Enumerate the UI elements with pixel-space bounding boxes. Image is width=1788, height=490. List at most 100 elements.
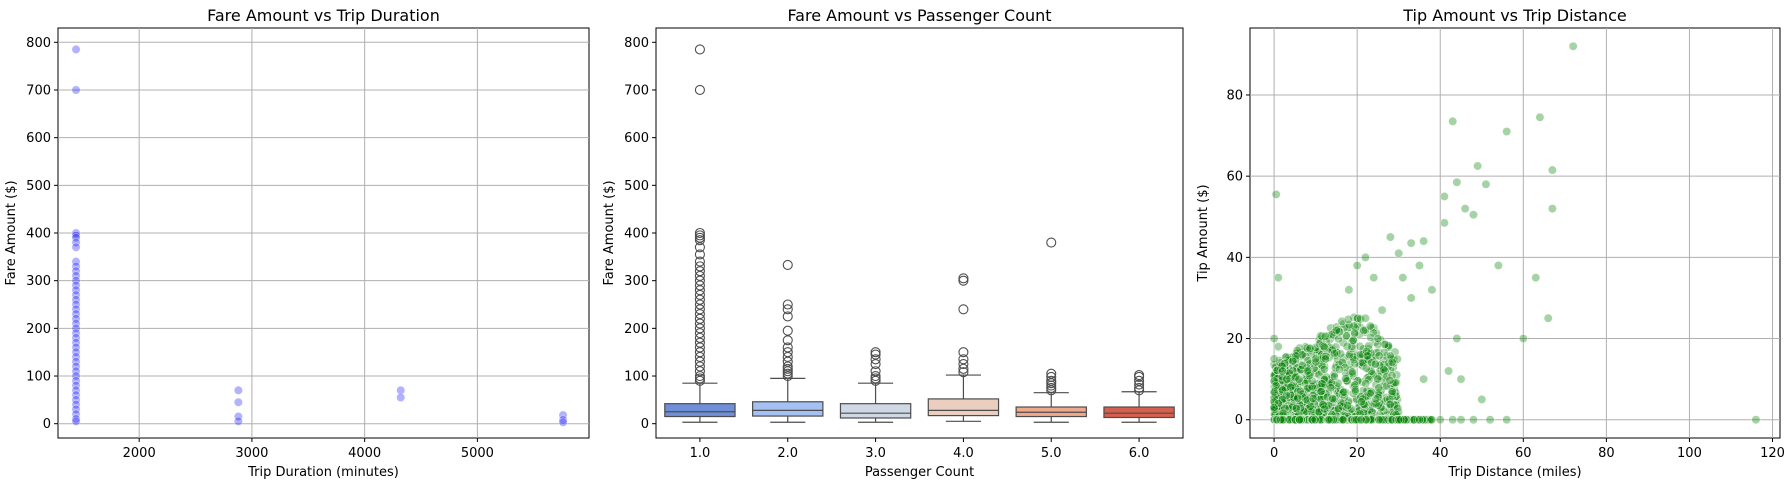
y-tick-label: 200 [624, 322, 649, 337]
scatter-point [1531, 273, 1541, 283]
scatter-point [1502, 127, 1512, 137]
scatter-point [71, 280, 81, 290]
box-outlier [782, 366, 793, 377]
scatter-point [1356, 349, 1366, 359]
scatter-point [1358, 394, 1368, 404]
y-tick-label: 800 [624, 36, 649, 51]
scatter-point [71, 390, 81, 400]
x-tick-label: 4000 [348, 446, 381, 461]
box-outlier [694, 373, 705, 384]
scatter-point [1269, 376, 1279, 386]
y-tick-label: 0 [641, 417, 649, 432]
box-outlier [782, 299, 793, 310]
scatter-point [1333, 403, 1343, 413]
scatter-point [1321, 354, 1331, 364]
scatter-point [1456, 374, 1466, 384]
tip-vs-distance-title: Tip Amount vs Trip Distance [1402, 6, 1626, 25]
scatter-point [1394, 248, 1404, 258]
box-outlier [1134, 379, 1145, 390]
box-outlier [1134, 382, 1145, 393]
y-tick-label: 600 [624, 131, 649, 146]
scatter-point [1320, 343, 1330, 353]
box-outlier [958, 367, 969, 378]
scatter-point [1300, 379, 1310, 389]
scatter-point [1292, 348, 1302, 358]
scatter-point [1350, 328, 1360, 338]
scatter-point [1282, 374, 1292, 384]
scatter-point [1269, 387, 1279, 397]
box-outlier [870, 375, 881, 386]
scatter-point [71, 228, 81, 238]
x-tick-label: 5.0 [1041, 446, 1062, 461]
scatter-point [1273, 273, 1283, 283]
scatter-point [1414, 260, 1424, 270]
scatter-point [71, 276, 81, 286]
scatter-point [1385, 399, 1395, 409]
scatter-point [1347, 337, 1357, 347]
x-tick-label: 6.0 [1129, 446, 1150, 461]
scatter-point [1394, 415, 1404, 425]
scatter-point [71, 285, 81, 295]
scatter-point [1518, 334, 1528, 344]
y-tick-label: 800 [26, 36, 51, 51]
scatter-point [1439, 191, 1449, 201]
y-tick-label: 600 [26, 131, 51, 146]
scatter-point [1272, 415, 1282, 425]
x-tick-label: 2000 [123, 446, 156, 461]
y-tick-label: 500 [624, 179, 649, 194]
box-outlier [694, 235, 705, 246]
scatter-point [71, 230, 81, 240]
y-tick-label: 400 [26, 227, 51, 242]
scatter-point [71, 357, 81, 367]
scatter-point [1371, 399, 1381, 409]
scatter-point [71, 238, 81, 248]
scatter-point [1302, 366, 1312, 376]
scatter-point [71, 385, 81, 395]
scatter-point [71, 314, 81, 324]
scatter-point [1288, 356, 1298, 366]
scatter-point [1422, 415, 1432, 425]
x-tick-label: 5000 [461, 446, 494, 461]
scatter-point [1271, 189, 1281, 199]
box-body [927, 398, 1000, 417]
scatter-point [1343, 314, 1353, 324]
y-tick-label: 100 [624, 370, 649, 385]
scatter-point [1305, 344, 1315, 354]
scatter-point [1391, 387, 1401, 397]
scatter-point [71, 304, 81, 314]
scatter-point [1448, 116, 1458, 126]
x-tick-label: 120 [1760, 446, 1785, 461]
tip-vs-distance-grid [1250, 28, 1780, 438]
scatter-point [1269, 415, 1279, 425]
fare-vs-passengers-x-label: Passenger Count [865, 465, 974, 480]
y-tick-label: 60 [1226, 170, 1243, 185]
scatter-point [1543, 313, 1553, 323]
scatter-point [1361, 363, 1371, 373]
scatter-point [71, 404, 81, 414]
box-outlier [958, 304, 969, 315]
scatter-point [71, 261, 81, 271]
scatter-point [1399, 415, 1409, 425]
scatter-point [1273, 342, 1283, 352]
scatter-point [1334, 364, 1344, 374]
scatter-point [1373, 334, 1383, 344]
scatter-point [1374, 383, 1384, 393]
box-body [1103, 406, 1175, 419]
fare-vs-passengers-boxes [664, 44, 1175, 423]
scatter-point [71, 352, 81, 362]
scatter-point [233, 416, 243, 426]
scatter-point [1547, 165, 1557, 175]
scatter-point [1439, 218, 1449, 228]
box-outlier [782, 370, 793, 382]
scatter-point [1384, 358, 1394, 368]
scatter-point [558, 417, 568, 427]
fare-vs-passengers-y-label: Fare Amount ($) [602, 180, 617, 285]
scatter-point [1373, 374, 1383, 384]
box-outlier [694, 230, 705, 241]
scatter-point [71, 400, 81, 410]
box-outlier [694, 227, 705, 239]
y-tick-label: 300 [624, 274, 649, 289]
scatter-point [1346, 404, 1356, 414]
box-body [839, 403, 912, 419]
